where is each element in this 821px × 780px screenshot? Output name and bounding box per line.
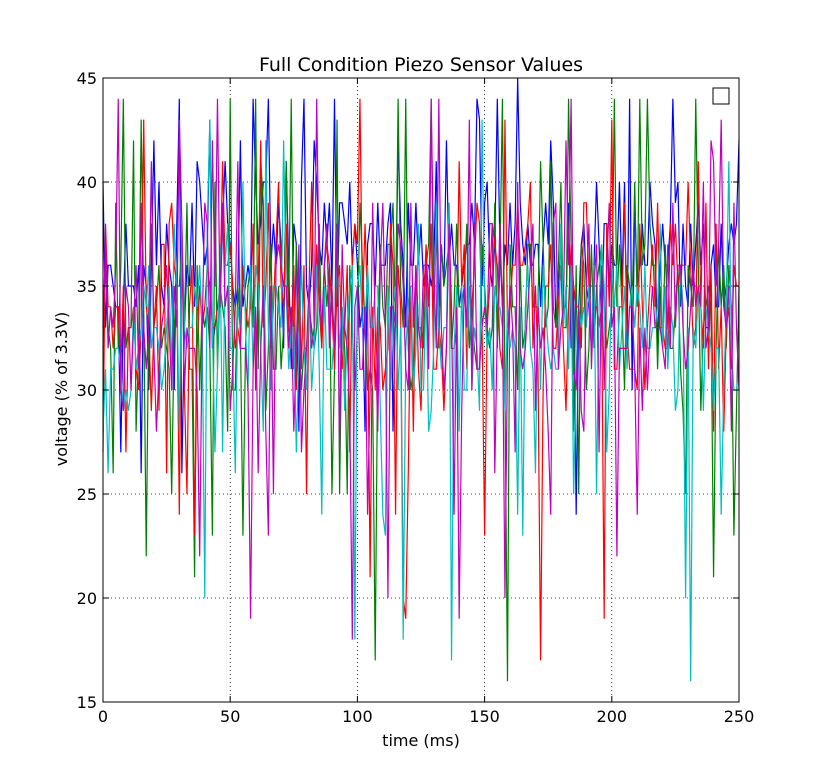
y-tick-label: 40 xyxy=(77,173,97,192)
y-tick-label: 15 xyxy=(77,693,97,712)
y-axis-label: voltage (% of 3.3V) xyxy=(52,312,71,467)
legend-box xyxy=(712,87,730,105)
y-tick-label: 30 xyxy=(77,381,97,400)
y-tick-label: 35 xyxy=(77,277,97,296)
x-axis-label: time (ms) xyxy=(382,731,460,750)
x-tick-label: 250 xyxy=(724,707,755,726)
x-tick-label: 50 xyxy=(220,707,240,726)
x-tick-label: 0 xyxy=(98,707,108,726)
y-tick-label: 45 xyxy=(77,69,97,88)
series-line-4 xyxy=(102,119,740,682)
plot-area xyxy=(102,77,740,682)
chart-title: Full Condition Piezo Sensor Values xyxy=(259,54,583,76)
x-tick-label: 150 xyxy=(469,707,500,726)
x-tick-label: 200 xyxy=(597,707,628,726)
series-line-5 xyxy=(102,98,740,640)
x-tick-label: 100 xyxy=(342,707,373,726)
y-tick-label: 20 xyxy=(77,589,97,608)
y-tick-label: 25 xyxy=(77,485,97,504)
axis-ticks: 0 50 100 150 200 250 15 20 25 30 35 40 45 xyxy=(77,69,755,726)
